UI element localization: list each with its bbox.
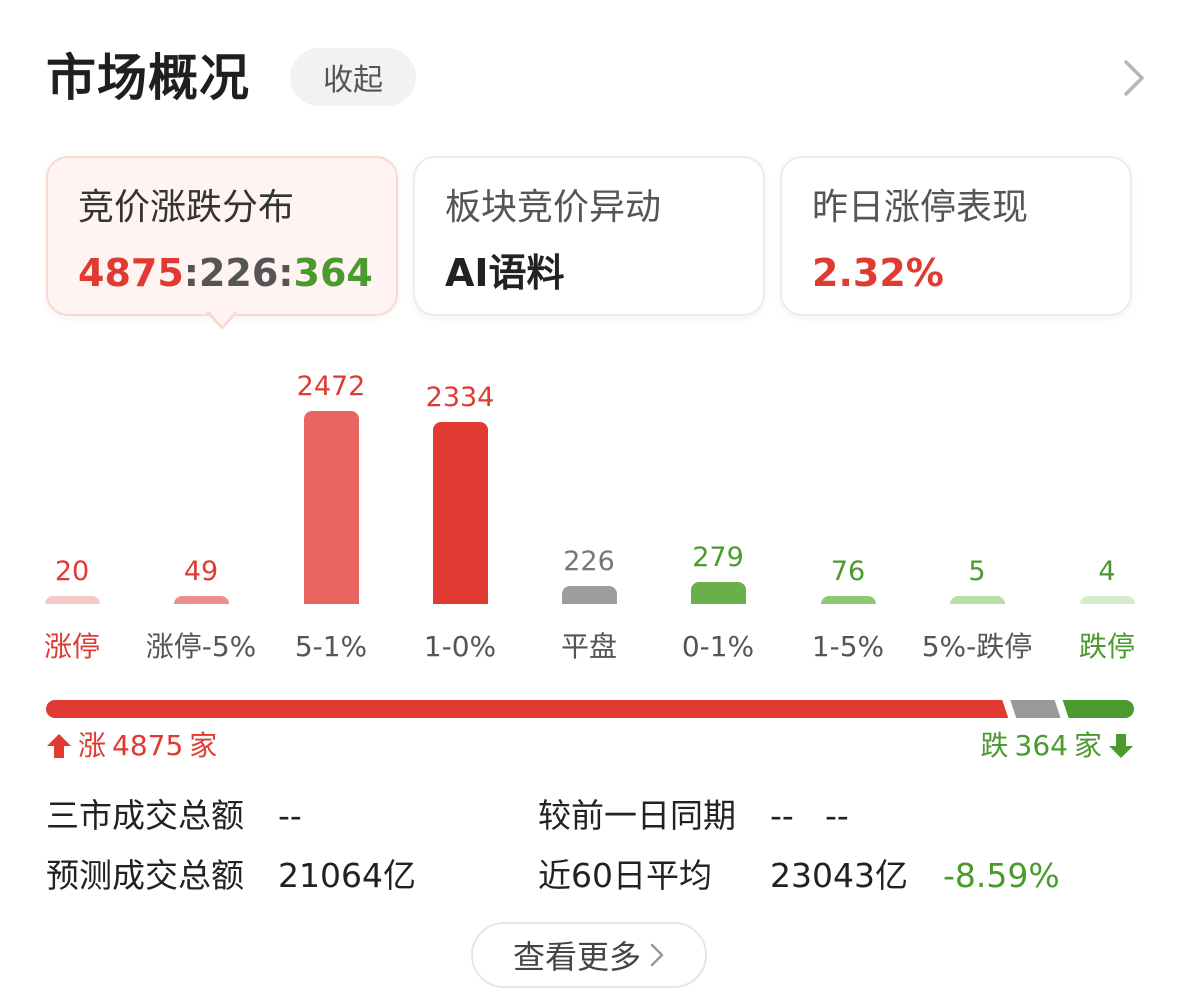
category-label: 跌停	[1078, 630, 1135, 663]
view-more-button[interactable]: 查看更多	[471, 922, 707, 988]
separator: :	[183, 251, 199, 295]
bar-value-label: 5	[968, 556, 986, 587]
bar-6	[820, 596, 876, 604]
card-pointer-inner	[208, 310, 236, 326]
bar-7	[949, 596, 1005, 604]
ratio-down-segment	[1062, 700, 1125, 718]
bar-4	[561, 586, 617, 604]
up-label: 涨	[78, 729, 107, 762]
down-count: 364	[293, 251, 373, 295]
bar-2	[303, 411, 359, 604]
arrow-down-icon	[1109, 734, 1133, 758]
compare-label: 较前一日同期	[538, 796, 736, 835]
category-label: 0-1%	[681, 630, 755, 663]
card-label: 昨日涨停表现	[812, 187, 1029, 228]
page-title: 市场概况	[46, 49, 250, 107]
category-label: 平盘	[560, 630, 617, 663]
down-total: 跌 364 家	[981, 728, 1134, 764]
bar-value-label: 76	[830, 556, 866, 587]
total-turnover-value: --	[278, 796, 302, 835]
compare-change: --	[825, 796, 849, 835]
bar-value-label: 2472	[296, 371, 366, 402]
up-down-ratio-bar	[46, 700, 1134, 718]
up-total-count: 4875	[112, 729, 184, 762]
sector-name: AI语料	[445, 251, 565, 295]
avg-60d-label: 近60日平均	[538, 856, 712, 895]
card-limit-up-performance[interactable]: 昨日涨停表现 2.32%	[780, 156, 1132, 316]
category-label: 5-1%	[294, 630, 368, 663]
bar-value-label: 226	[563, 546, 615, 578]
avg-60d-change: -8.59%	[943, 856, 1060, 895]
down-total-count: 364	[1014, 729, 1068, 762]
auction-ratio: 4875:226:364	[78, 250, 373, 296]
limit-up-performance-value: 2.32%	[812, 251, 944, 295]
bar-1	[173, 596, 229, 604]
flat-count: 226	[198, 251, 279, 295]
bar-3	[432, 421, 488, 604]
avg-60d-value: 23043亿	[770, 856, 908, 895]
up-unit: 家	[189, 729, 218, 762]
down-unit: 家	[1073, 729, 1102, 762]
ratio-flat-segment	[1010, 700, 1061, 718]
bar-5	[690, 582, 746, 604]
arrow-up-icon	[47, 734, 71, 758]
category-label: 5%-跌停	[921, 630, 1033, 663]
bar-value-label: 49	[183, 556, 219, 587]
bar-value-label: 279	[692, 542, 744, 574]
compare-value: --	[770, 796, 794, 835]
forecast-turnover-label: 预测成交总额	[46, 856, 244, 895]
card-label: 竞价涨跌分布	[78, 187, 295, 228]
category-label: 涨停	[43, 630, 100, 663]
card-sector-movement[interactable]: 板块竞价异动 AI语料	[413, 156, 765, 316]
category-label: 1-5%	[811, 630, 885, 663]
bar-value-label: 2334	[425, 381, 495, 413]
bar-8	[1079, 596, 1135, 604]
view-more-label: 查看更多	[512, 938, 641, 976]
category-label: 1-0%	[423, 630, 497, 663]
ratio-up-segment	[55, 700, 1009, 718]
bar-value-label: 4	[1098, 556, 1116, 587]
chevron-right-icon	[650, 943, 664, 967]
collapse-button[interactable]: 收起	[290, 48, 416, 106]
ratio-down-cap	[1116, 700, 1134, 718]
down-label: 跌	[980, 729, 1009, 762]
card-auction-distribution[interactable]: 竞价涨跌分布 4875:226:364	[46, 156, 398, 316]
up-total: 涨 4875 家	[46, 728, 217, 764]
forecast-turnover-value: 21064亿	[278, 856, 416, 895]
up-count: 4875	[78, 251, 184, 295]
bar-value-label: 20	[54, 556, 90, 587]
total-turnover-label: 三市成交总额	[46, 796, 244, 835]
category-label: 涨停-5%	[145, 630, 257, 663]
chevron-right-icon[interactable]	[1118, 58, 1148, 98]
separator: :	[278, 251, 294, 295]
card-label: 板块竞价异动	[445, 187, 662, 228]
bar-0	[44, 596, 100, 604]
